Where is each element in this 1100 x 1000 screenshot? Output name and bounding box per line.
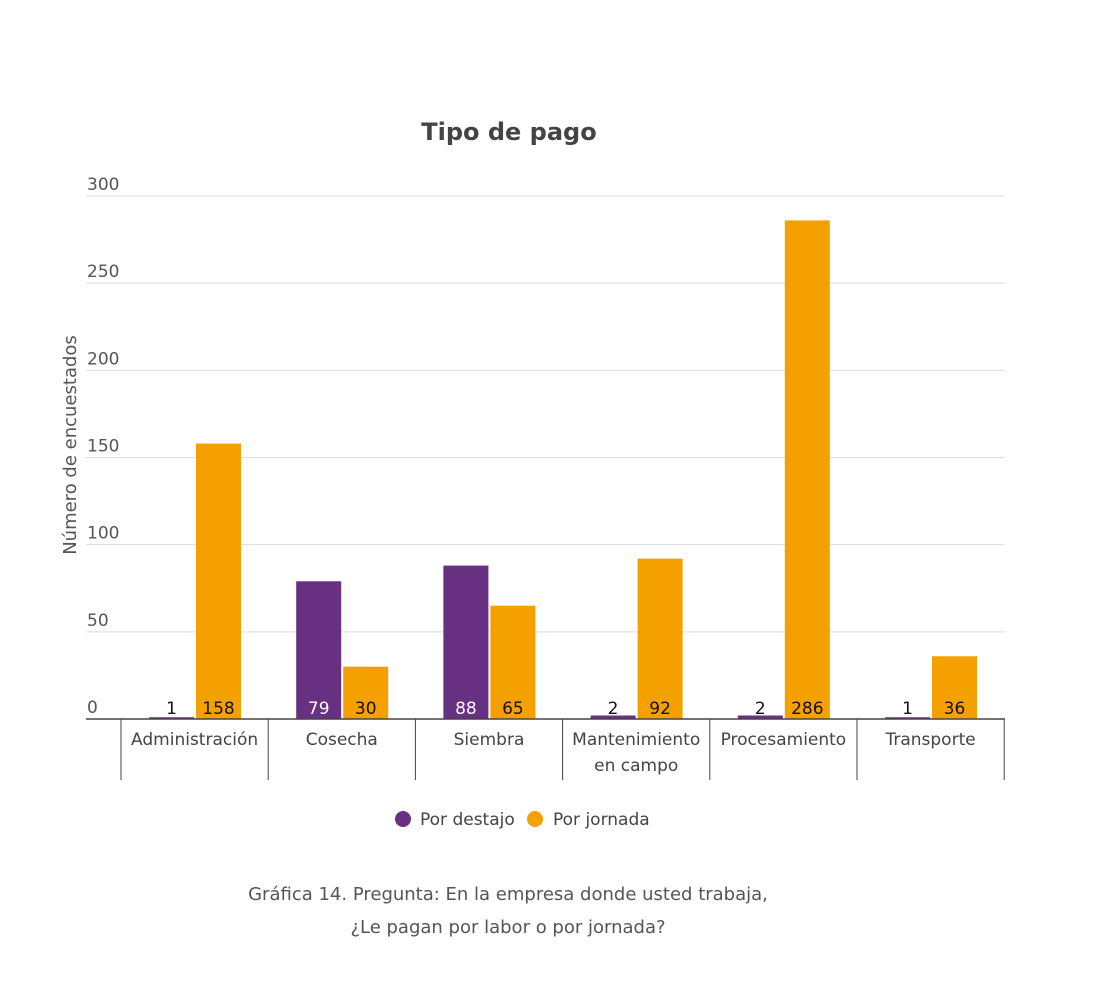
gridlines: 0 50 100 150 200 250 300 xyxy=(86,175,1005,718)
bar xyxy=(590,715,636,719)
caption-line-2: ¿Le pagan por labor o por jornada? xyxy=(350,917,666,938)
bar xyxy=(637,558,683,719)
x-tick-label: Administración xyxy=(131,730,258,750)
bar-value-label: 79 xyxy=(308,699,330,719)
bar-value-label: 2 xyxy=(608,699,619,719)
bar xyxy=(296,581,342,719)
legend-marker xyxy=(395,811,411,827)
y-tick-label: 250 xyxy=(87,262,119,282)
bars: 1 158 79 30 88 65 2 92 2 286 1 36 xyxy=(149,220,977,719)
bar-value-label: 88 xyxy=(455,699,477,719)
bar xyxy=(343,666,389,719)
x-axis: Administración Cosecha Siembra Mantenimient… xyxy=(86,718,1005,780)
bar-value-label: 1 xyxy=(166,699,177,719)
x-tick-label: Procesamiento xyxy=(721,730,847,750)
bar-value-label: 1 xyxy=(902,699,913,719)
legend-marker xyxy=(527,811,543,827)
bar xyxy=(784,220,830,719)
x-tick-label: Siembra xyxy=(454,730,525,750)
bar xyxy=(443,565,489,719)
y-tick-label: 0 xyxy=(87,698,98,718)
bar-value-label: 65 xyxy=(502,699,524,719)
bar-value-label: 36 xyxy=(944,699,966,719)
chart-title: Tipo de pago xyxy=(421,118,596,146)
bar xyxy=(932,656,977,719)
y-tick-label: 50 xyxy=(87,611,109,631)
y-tick-label: 200 xyxy=(87,349,119,369)
bar xyxy=(737,715,783,719)
y-tick-label: 100 xyxy=(87,524,119,544)
bar xyxy=(885,717,930,719)
bar xyxy=(149,717,194,719)
bar-value-label: 30 xyxy=(355,699,377,719)
y-tick-label: 150 xyxy=(87,437,119,457)
legend-label: Por jornada xyxy=(553,810,650,830)
bar xyxy=(490,605,536,719)
x-tick-label: Transporte xyxy=(884,730,975,750)
bar-value-label: 2 xyxy=(755,699,766,719)
caption-line-1: Gráfica 14. Pregunta: En la empresa dond… xyxy=(248,884,768,905)
legend-label: Por destajo xyxy=(420,810,515,830)
x-tick-label: Cosecha xyxy=(306,730,378,750)
bar-value-label: 158 xyxy=(202,699,234,719)
bar-value-label: 92 xyxy=(649,699,671,719)
x-tick-label: en campo xyxy=(594,756,678,776)
bar-chart: Tipo de pago Número de encuestados 0 50 10… xyxy=(60,118,1005,830)
bar xyxy=(196,443,241,719)
y-tick-label: 300 xyxy=(87,175,119,195)
bar-value-label: 286 xyxy=(791,699,823,719)
y-axis-label: Número de encuestados xyxy=(60,335,81,555)
legend: Por destajo Por jornada xyxy=(395,810,650,830)
x-tick-label: Mantenimiento xyxy=(572,730,700,750)
figure-caption: Gráfica 14. Pregunta: En la empresa dond… xyxy=(150,878,866,944)
